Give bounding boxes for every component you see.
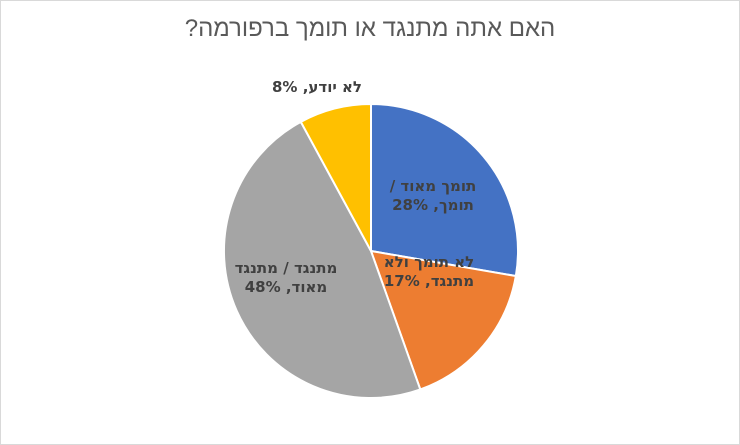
pie-slice-2 <box>222 120 422 400</box>
chart-title: האם אתה מתנגד או תומך ברפורמה? <box>184 15 556 42</box>
slice-label-line: תומך מאוד / <box>390 177 477 195</box>
pie-slice-1 <box>369 249 518 391</box>
slice-label-line: ‏מתנגד, 17% <box>384 272 474 290</box>
slice-label-line: ‏לא יודע, 8% <box>272 78 362 96</box>
slice-label-line: ‏מאוד, 48% <box>245 278 328 296</box>
slice-label-line: ‏תומך, 28% <box>392 196 474 214</box>
slice-label-1: לא תומך ולא ‏מתנגד, 17% <box>384 253 475 290</box>
slice-label-2: מתנגד / מתנגד ‏מאוד, 48% <box>235 259 338 296</box>
slice-label-3: ‏לא יודע, 8% <box>272 78 362 96</box>
slice-label-line: מתנגד / מתנגד <box>235 259 338 277</box>
pie-slice-3 <box>299 102 372 252</box>
pie-slice-0 <box>370 102 519 278</box>
slice-label-0: תומך מאוד / ‏תומך, 28% <box>390 177 477 214</box>
slice-label-line: לא תומך ולא <box>384 253 475 271</box>
